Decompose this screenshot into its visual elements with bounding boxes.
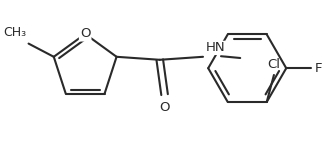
Text: HN: HN [205,41,225,54]
Text: O: O [159,101,170,114]
Text: CH₃: CH₃ [3,26,26,39]
Text: O: O [80,27,90,40]
Text: Cl: Cl [267,58,281,71]
Text: F: F [315,62,323,75]
